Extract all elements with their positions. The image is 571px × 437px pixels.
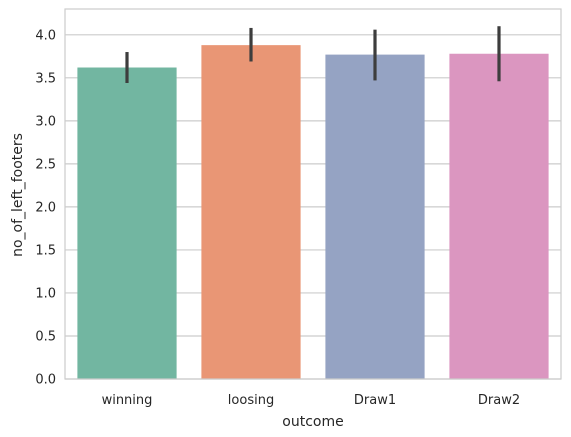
- y-tick-label: 3.0: [35, 114, 56, 129]
- y-tick-label: 4.0: [35, 28, 56, 43]
- x-tick-label: winning: [102, 393, 153, 408]
- y-axis-label: no_of_left_footers: [10, 133, 26, 257]
- y-tick-label: 1.0: [35, 286, 56, 301]
- y-tick-label: 3.5: [35, 71, 56, 86]
- bar-draw1: [325, 54, 425, 380]
- y-tick-label: 2.5: [35, 157, 56, 172]
- x-tick-label: Draw2: [478, 393, 520, 408]
- error-bars: [125, 26, 501, 83]
- plot-frame: [64, 8, 562, 380]
- y-tick-label: 2.0: [35, 200, 56, 215]
- y-tick-label: 1.5: [35, 243, 56, 258]
- x-tick-labels: winning loosing Draw1 Draw2: [102, 393, 521, 408]
- x-tick-label: loosing: [228, 393, 274, 408]
- y-tick-label: 0.5: [35, 329, 56, 344]
- y-tick-label: 0.0: [35, 373, 56, 388]
- y-tick-labels: 0.0 0.5 1.0 1.5 2.0 2.5 3.0 3.5 4.0: [35, 28, 56, 387]
- x-axis-label: outcome: [282, 414, 343, 430]
- bar-loosing: [201, 45, 301, 380]
- bar-draw2: [449, 53, 549, 379]
- bars: [77, 45, 549, 380]
- bar-winning: [77, 67, 177, 379]
- x-tick-label: Draw1: [354, 393, 396, 408]
